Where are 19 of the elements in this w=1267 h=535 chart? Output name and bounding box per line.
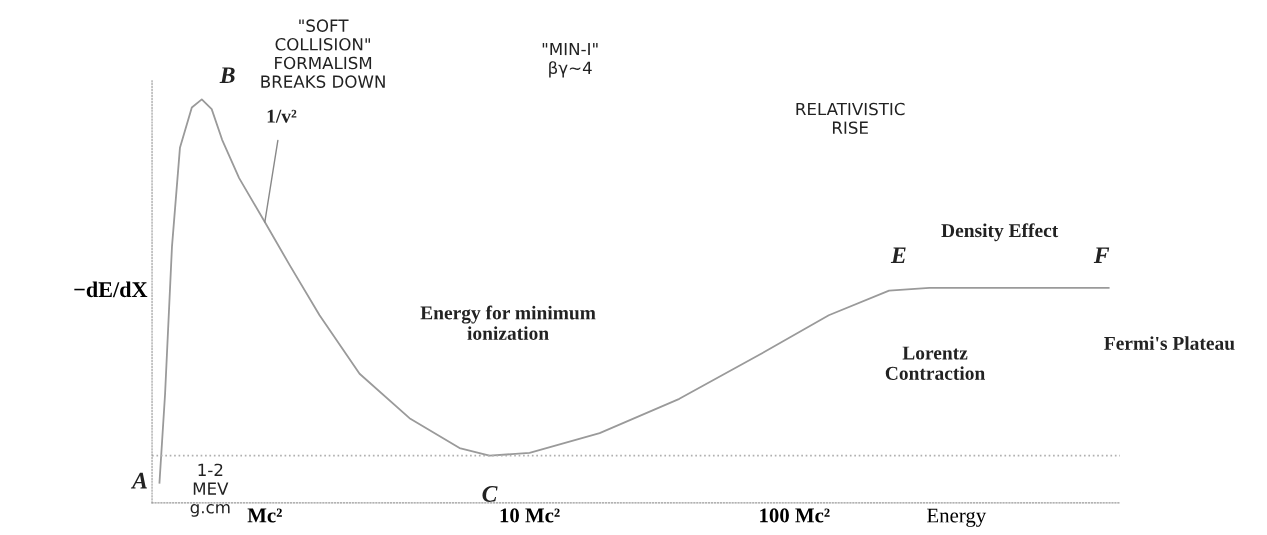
annotation: A — [130, 472, 147, 489]
text: "SOFT COLLISION" FORMALISM BREAKS DOWN — [261, 19, 385, 88]
annotation: RELATIVISTIC RISE — [796, 102, 905, 135]
x-tick-label: 100 Mc² — [760, 508, 830, 523]
annotation: E — [890, 247, 906, 263]
annotation: 1/v² — [267, 109, 297, 123]
annotation: B — [219, 67, 235, 84]
annotation: Fermi's Plateau — [1104, 336, 1235, 350]
annotation: C — [482, 486, 498, 502]
annotation: F — [1093, 247, 1110, 263]
annotation: 1-2 MEV g.cm — [190, 463, 230, 517]
x-tick-label: Mc² — [247, 508, 282, 523]
annotation: Density Effect — [941, 223, 1059, 242]
annotation: Energy for minimum ionization — [420, 305, 596, 340]
text: "MIN-I" βγ~4 — [542, 42, 598, 78]
annotation: Lorentz Contraction — [885, 346, 985, 380]
x-tick-label: 10 Mc² — [500, 508, 560, 523]
x-axis-title: Energy — [927, 508, 987, 527]
y-axis-title: −dE/dX — [74, 281, 148, 298]
